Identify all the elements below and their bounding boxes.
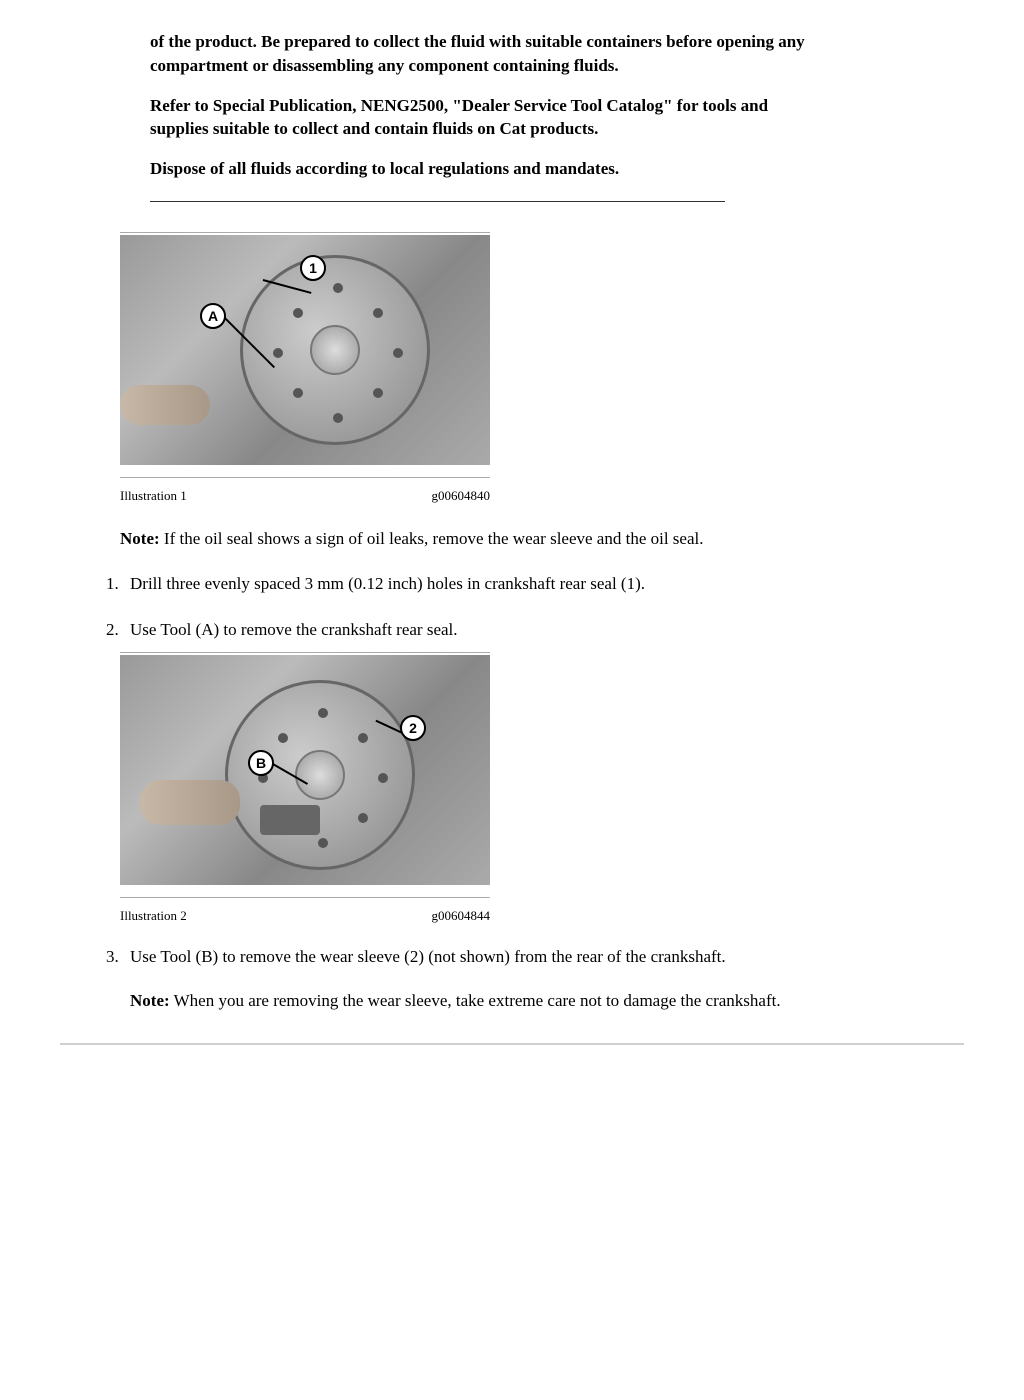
step-1-text: Drill three evenly spaced 3 mm (0.12 inc… — [130, 571, 924, 597]
step-2-text: Use Tool (A) to remove the crankshaft re… — [130, 617, 924, 643]
note-2-text: When you are removing the wear sleeve, t… — [170, 991, 781, 1010]
illustration-bottom-rule — [120, 477, 490, 478]
step-1: 1. Drill three evenly spaced 3 mm (0.12 … — [106, 571, 924, 597]
page-bottom-rule — [60, 1043, 964, 1045]
illustration-1-caption: Illustration 1 g00604840 — [120, 488, 490, 504]
note-2: Note: When you are removing the wear sle… — [130, 988, 924, 1014]
illustration-1-code: g00604840 — [432, 488, 491, 504]
step-1-num: 1. — [106, 571, 130, 597]
illustration-1-image: 1 A — [120, 235, 490, 465]
illustration-2-caption: Illustration 2 g00604844 — [120, 908, 490, 924]
step-3-num: 3. — [106, 944, 130, 970]
callout-a: A — [200, 303, 226, 329]
notice-para-3: Dispose of all fluids according to local… — [150, 157, 824, 181]
step-2-num: 2. — [106, 617, 130, 643]
notice-block: of the product. Be prepared to collect t… — [150, 30, 824, 181]
note-1-text: If the oil seal shows a sign of oil leak… — [160, 529, 704, 548]
note-2-label: Note: — [130, 991, 170, 1010]
illustration-top-rule-2 — [120, 652, 490, 653]
notice-para-1: of the product. Be prepared to collect t… — [150, 30, 824, 78]
step-3: 3. Use Tool (B) to remove the wear sleev… — [106, 944, 924, 970]
illustration-2-label: Illustration 2 — [120, 908, 432, 924]
divider — [150, 201, 725, 202]
note-1: Note: If the oil seal shows a sign of oi… — [120, 526, 924, 552]
illustration-2-section: 2 B Illustration 2 g00604844 — [120, 652, 964, 924]
callout-1: 1 — [300, 255, 326, 281]
notice-para-2: Refer to Special Publication, NENG2500, … — [150, 94, 824, 142]
illustration-2-code: g00604844 — [432, 908, 491, 924]
step-2: 2. Use Tool (A) to remove the crankshaft… — [106, 617, 924, 643]
step-3-text: Use Tool (B) to remove the wear sleeve (… — [130, 944, 924, 970]
illustration-2-image: 2 B — [120, 655, 490, 885]
illustration-bottom-rule-2 — [120, 897, 490, 898]
illustration-1-label: Illustration 1 — [120, 488, 432, 504]
callout-2: 2 — [400, 715, 426, 741]
illustration-1-section: 1 A Illustration 1 g00604840 — [120, 232, 964, 504]
note-1-label: Note: — [120, 529, 160, 548]
illustration-top-rule — [120, 232, 490, 233]
